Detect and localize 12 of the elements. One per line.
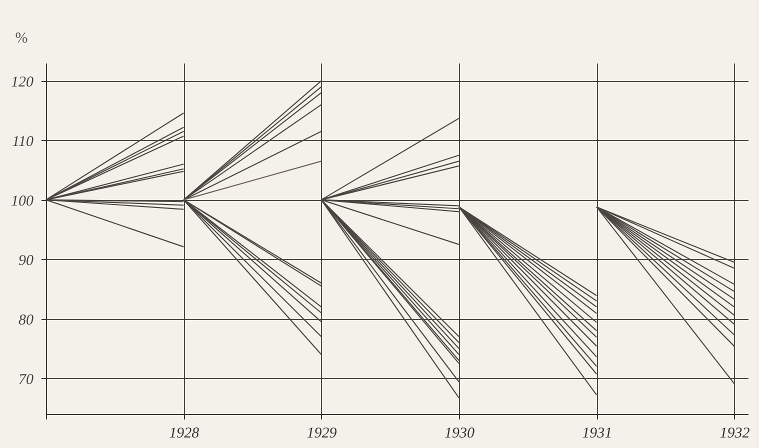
y-tick-label: 110: [12, 134, 34, 150]
y-tick-label: 70: [18, 372, 34, 388]
y-tick-label: 100: [11, 193, 34, 210]
x-tick-label: 1928: [169, 426, 200, 442]
y-tick-label: 80: [18, 312, 34, 328]
x-tick-label: 1929: [306, 426, 338, 442]
y-tick-label: 120: [11, 74, 34, 90]
x-tick-label: 1931: [582, 426, 612, 442]
y-tick-label: 90: [18, 252, 34, 269]
x-tick-label: 1932: [720, 426, 750, 442]
y-axis-title: %: [15, 30, 28, 46]
x-tick-label: 1930: [444, 426, 475, 442]
